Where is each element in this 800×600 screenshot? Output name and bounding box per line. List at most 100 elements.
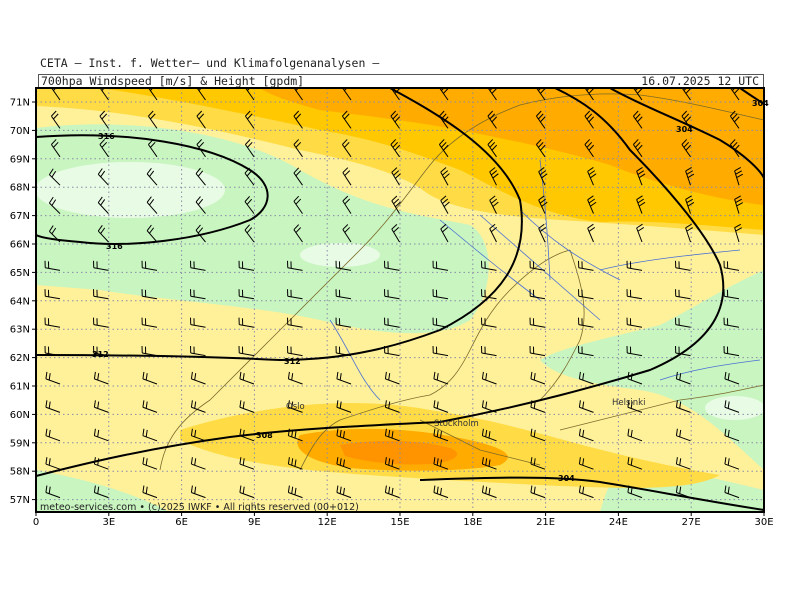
lat-label: 57N [10,495,30,506]
wind-barb [627,400,643,413]
contour-label: 312 [284,357,301,366]
city-label-oslo: Oslo [286,402,305,412]
wind-barb [481,345,497,357]
wind-barb [724,400,740,413]
wind-barb [97,225,109,243]
wind-barb [433,485,449,499]
wind-barb [578,457,594,470]
wind-barb [384,400,400,413]
product-title: 700hpa_Windspeed_[m/s]_&_Height_[gpdm] [41,74,305,88]
wind-barb [578,317,594,328]
wind-barb [734,167,744,186]
wind-barb [529,345,546,357]
wind-barb [190,428,206,442]
wind-barb [681,110,692,129]
wind-barb [244,167,255,186]
wind-barb [141,260,158,271]
wind-barb [293,167,303,186]
wind-barb [142,457,158,470]
wind-barb [45,428,61,442]
wind-barb [287,371,303,385]
lat-label: 62N [10,353,30,364]
wind-barb [681,139,692,158]
contour-label: 316 [106,242,123,251]
wind-barb [45,400,61,413]
wind-barb [675,289,691,300]
wind-barb [432,260,449,271]
wind-barb [685,167,695,186]
wind-barb [530,371,546,385]
wind-barb [195,196,206,214]
lon-label: 21E [536,517,555,528]
wind-barb [627,371,643,385]
wind-barb [384,428,400,442]
lat-label: 59N [10,438,30,449]
wind-barb [578,371,594,385]
lon-label: 24E [609,517,628,528]
wind-barb [50,110,61,129]
wind-barb [734,223,743,243]
wind-barb [146,224,158,243]
wind-barb [627,457,643,470]
shade-darkorange-south [340,440,458,465]
lat-label: 67N [10,211,30,222]
wind-barb [44,260,61,271]
wind-barb [587,166,597,186]
wind-barb [675,485,691,499]
wind-barb [335,317,352,328]
wind-barb [535,139,546,158]
wind-barb [190,289,206,300]
wind-barb [190,371,206,385]
wind-barb [432,345,449,357]
wind-barb [729,139,740,158]
wind-barb [587,223,596,243]
wind-barb [433,428,449,442]
wind-barb [626,345,643,357]
wind-barb [626,260,643,271]
lon-label: 12E [318,517,337,528]
contour-316 [36,134,269,245]
wind-barb [244,110,255,129]
wind-barb [45,371,61,385]
lon-label: 6E [175,517,188,528]
lat-label: 66N [10,240,30,251]
wind-barb [578,485,594,499]
wind-barb [584,139,595,158]
wind-barb [190,457,206,470]
lat-label: 64N [10,296,30,307]
wind-barb [190,317,206,328]
wind-barb [729,110,740,129]
wind-barb [481,400,497,413]
wind-barb [141,289,158,300]
contour-label: 304 [558,474,575,483]
wind-barb [636,195,646,214]
wind-barb [48,225,61,243]
wind-barb [433,457,449,470]
wind-barb [142,485,158,499]
wind-barb [384,260,400,271]
wind-barb [342,224,352,243]
wind-barb [384,457,400,470]
wind-barb [342,167,352,186]
lat-label: 70N [10,126,30,137]
wind-barb [724,428,740,442]
wind-barb [440,167,450,186]
wind-barb [529,289,546,300]
wind-barb [44,289,61,300]
wind-barb [587,195,597,214]
wind-barb [238,317,255,328]
map-plot-area [36,88,764,512]
wind-barb [239,457,255,470]
wind-barb [287,260,303,271]
contour-label: 308 [256,431,273,440]
wind-barb [99,110,109,129]
contour-304 [419,476,764,511]
wind-barb [45,485,61,499]
wind-barb [244,196,255,214]
lat-label: 69N [10,154,30,165]
contour-308 [36,88,725,477]
wind-barb [578,428,594,442]
shade-green-south [36,470,170,512]
wind-barb [196,110,206,129]
wind-barb [384,289,400,300]
